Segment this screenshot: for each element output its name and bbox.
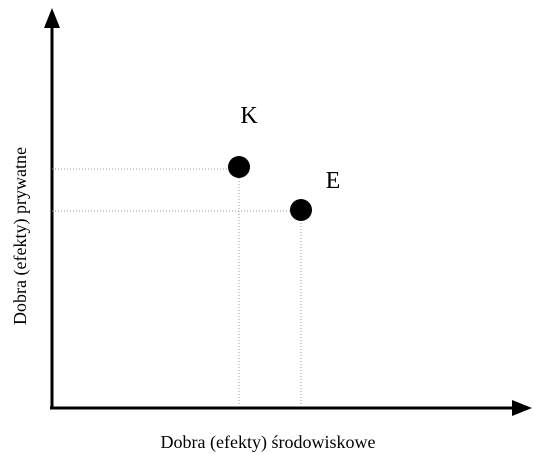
- y-axis-arrow: [44, 8, 60, 28]
- point-e: [290, 199, 312, 221]
- point-label: K: [240, 103, 258, 129]
- point-k: [228, 156, 250, 178]
- point-label: E: [326, 168, 341, 194]
- y-axis-label: Dobra (efekty) prywatne: [10, 147, 31, 325]
- x-axis-arrow: [512, 400, 532, 416]
- x-axis-label: Dobra (efekty) środowiskowe: [161, 432, 376, 453]
